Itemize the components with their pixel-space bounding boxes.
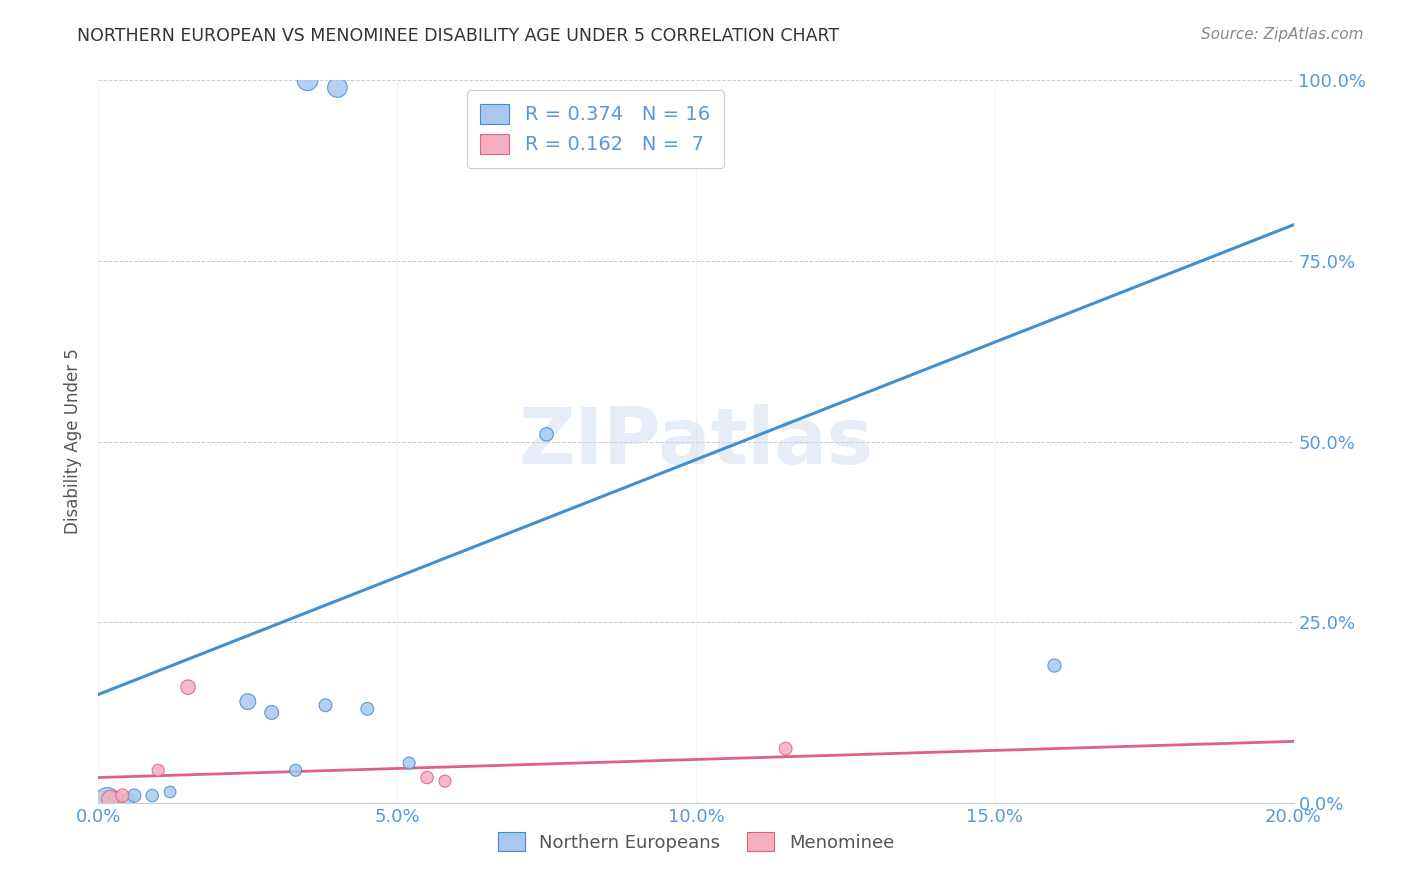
Point bbox=[105, 792, 128, 806]
Text: Source: ZipAtlas.com: Source: ZipAtlas.com bbox=[1201, 27, 1364, 42]
Point bbox=[284, 764, 307, 778]
Point bbox=[124, 789, 146, 803]
Point bbox=[416, 771, 439, 785]
Text: NORTHERN EUROPEAN VS MENOMINEE DISABILITY AGE UNDER 5 CORRELATION CHART: NORTHERN EUROPEAN VS MENOMINEE DISABILIT… bbox=[77, 27, 839, 45]
Point bbox=[236, 695, 259, 709]
Y-axis label: Disability Age Under 5: Disability Age Under 5 bbox=[65, 349, 83, 534]
Point bbox=[177, 680, 200, 694]
Point bbox=[260, 706, 283, 720]
Point bbox=[111, 789, 134, 803]
Point bbox=[398, 756, 420, 770]
Text: ZIPatlas: ZIPatlas bbox=[519, 403, 873, 480]
Point bbox=[141, 789, 163, 803]
Point bbox=[326, 80, 349, 95]
Point bbox=[434, 774, 457, 789]
Point bbox=[148, 764, 170, 778]
Point bbox=[356, 702, 378, 716]
Legend: Northern Europeans, Menominee: Northern Europeans, Menominee bbox=[491, 825, 901, 859]
Point bbox=[117, 792, 139, 806]
Point bbox=[98, 792, 122, 806]
Point bbox=[96, 794, 118, 808]
Point bbox=[1043, 658, 1066, 673]
Point bbox=[536, 427, 558, 442]
Point bbox=[775, 741, 797, 756]
Point bbox=[159, 785, 181, 799]
Point bbox=[315, 698, 337, 713]
Point bbox=[297, 73, 319, 87]
